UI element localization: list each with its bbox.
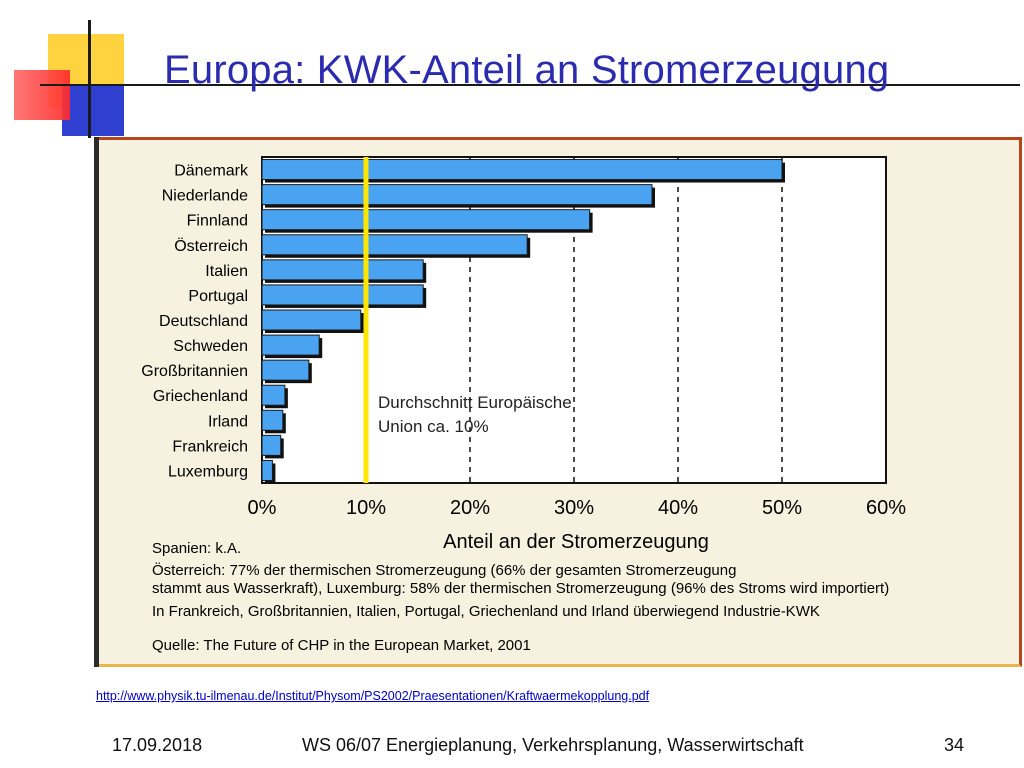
category-label: Großbritannien xyxy=(141,363,248,380)
bar xyxy=(261,384,286,406)
category-label: Portugal xyxy=(188,288,248,305)
bar xyxy=(261,409,284,431)
decor-red-square xyxy=(14,70,70,120)
category-label: Griechenland xyxy=(153,388,248,405)
note-source: Quelle: The Future of CHP in the Europea… xyxy=(152,637,531,654)
category-label: Niederlande xyxy=(162,188,248,205)
note-line-3: stammt aus Wasserkraft), Luxemburg: 58% … xyxy=(152,580,890,597)
category-label: Dänemark xyxy=(174,163,249,180)
x-tick-label: 60% xyxy=(866,497,906,519)
x-tick-label: 30% xyxy=(554,497,594,519)
category-label: Frankreich xyxy=(172,438,248,455)
slide-title: Europa: KWK-Anteil an Stromerzeugung xyxy=(164,48,890,92)
x-tick-label: 20% xyxy=(450,497,490,519)
x-tick-label: 50% xyxy=(762,497,802,519)
bar xyxy=(261,359,310,381)
eu-average-label: Union ca. 10% xyxy=(378,417,489,436)
bar xyxy=(261,184,653,206)
bar xyxy=(261,209,591,231)
source-link[interactable]: http://www.physik.tu-ilmenau.de/Institut… xyxy=(96,689,650,703)
x-tick-label: 0% xyxy=(248,497,277,519)
category-label: Österreich xyxy=(174,237,248,255)
category-label: Schweden xyxy=(173,338,248,355)
category-label: Deutschland xyxy=(159,313,248,330)
decor-blue-square xyxy=(62,84,124,136)
footer-page-number: 34 xyxy=(944,735,965,755)
bar xyxy=(261,159,783,181)
x-tick-label: 10% xyxy=(346,497,386,519)
footer-course: WS 06/07 Energieplanung, Verkehrsplanung… xyxy=(302,735,804,755)
bar xyxy=(261,334,320,356)
category-label: Luxemburg xyxy=(168,463,248,480)
category-label: Finnland xyxy=(187,213,248,230)
bar xyxy=(261,434,282,456)
eu-average-label: Durchschnitt Europäische xyxy=(378,393,572,412)
chart-frame-edge xyxy=(94,137,99,667)
decor-horizontal-line xyxy=(40,84,1020,86)
decor-vertical-line xyxy=(88,20,91,138)
bar xyxy=(261,459,273,481)
bar xyxy=(261,284,424,306)
note-line-2: Österreich: 77% der thermischen Stromerz… xyxy=(152,562,737,579)
category-label: Italien xyxy=(205,263,248,280)
bar xyxy=(261,259,424,281)
category-label: Irland xyxy=(208,413,248,430)
footer-date: 17.09.2018 xyxy=(112,735,203,755)
bar xyxy=(261,234,528,256)
bar xyxy=(261,309,362,331)
note-line-1: Spanien: k.A. xyxy=(152,540,242,557)
x-tick-label: 40% xyxy=(658,497,698,519)
x-axis-label: Anteil an der Stromerzeugung xyxy=(443,531,709,553)
note-line-4: In Frankreich, Großbritannien, Italien, … xyxy=(152,603,820,620)
